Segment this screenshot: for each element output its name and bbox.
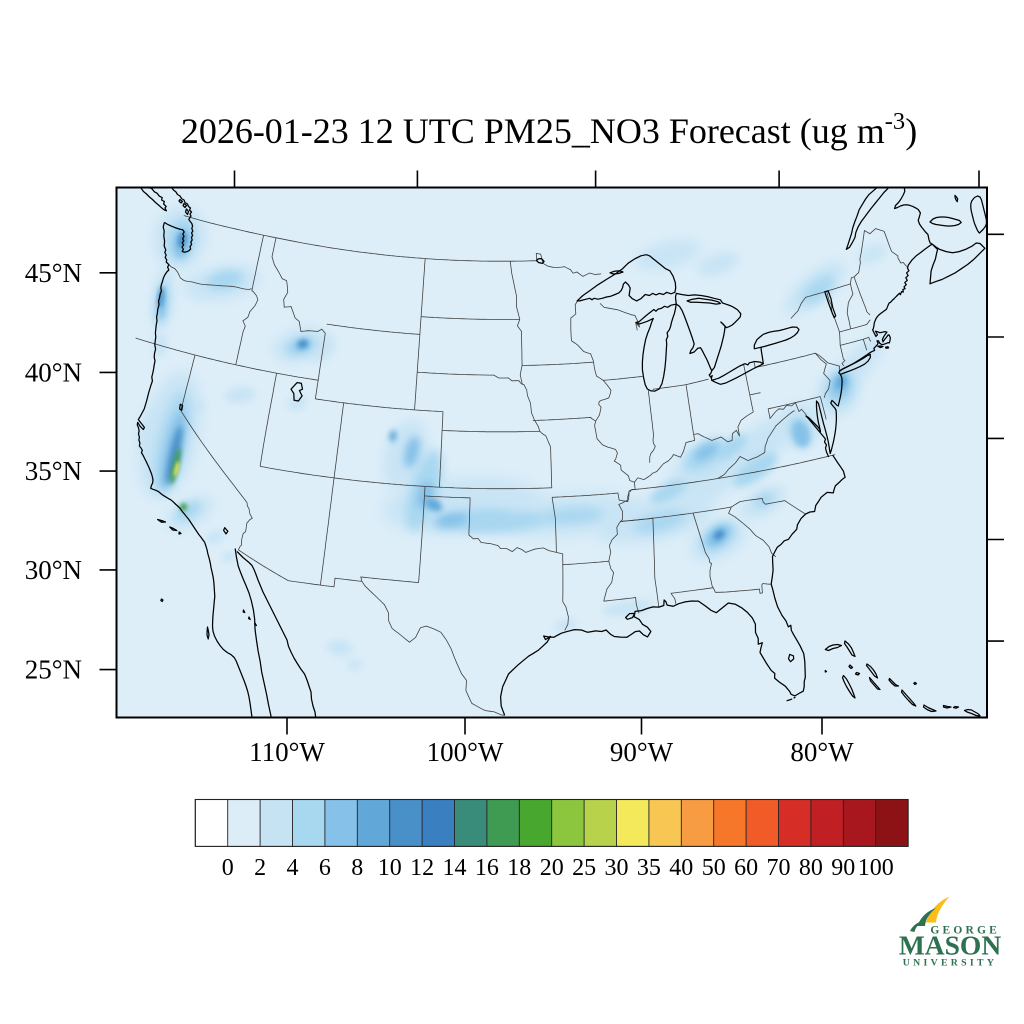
svg-text:2026-01-23 12 UTC PM25_NO3 For: 2026-01-23 12 UTC PM25_NO3 Forecast (ug … [181,108,917,151]
svg-text:0: 0 [222,855,234,881]
svg-text:18: 18 [507,855,531,881]
svg-text:GEORGE: GEORGE [930,925,1000,937]
svg-text:50: 50 [702,855,726,881]
svg-text:4: 4 [287,855,299,881]
svg-text:90: 90 [831,855,855,881]
svg-text:70: 70 [767,855,791,881]
svg-text:30: 30 [605,855,629,881]
svg-text:16: 16 [475,855,499,881]
svg-text:100: 100 [858,855,894,881]
svg-text:UNIVERSITY: UNIVERSITY [903,958,998,969]
svg-text:25°N: 25°N [25,655,82,685]
svg-text:14: 14 [443,855,467,881]
svg-text:MASON: MASON [899,930,1002,961]
svg-text:6: 6 [319,855,331,881]
svg-text:60: 60 [734,855,758,881]
svg-text:2: 2 [254,855,266,881]
svg-text:8: 8 [351,855,363,881]
svg-text:80: 80 [799,855,823,881]
svg-text:40°N: 40°N [25,357,82,387]
svg-text:80°W: 80°W [790,737,854,767]
svg-text:20: 20 [540,855,564,881]
svg-text:10: 10 [378,855,402,881]
svg-text:90°W: 90°W [610,737,674,767]
svg-text:100°W: 100°W [427,737,504,767]
svg-text:30°N: 30°N [25,555,82,585]
svg-text:25: 25 [572,855,596,881]
svg-text:12: 12 [410,855,434,881]
svg-text:40: 40 [669,855,693,881]
svg-text:35: 35 [637,855,661,881]
svg-text:35°N: 35°N [25,456,82,486]
svg-text:110°W: 110°W [249,737,325,767]
svg-text:45°N: 45°N [25,258,82,288]
